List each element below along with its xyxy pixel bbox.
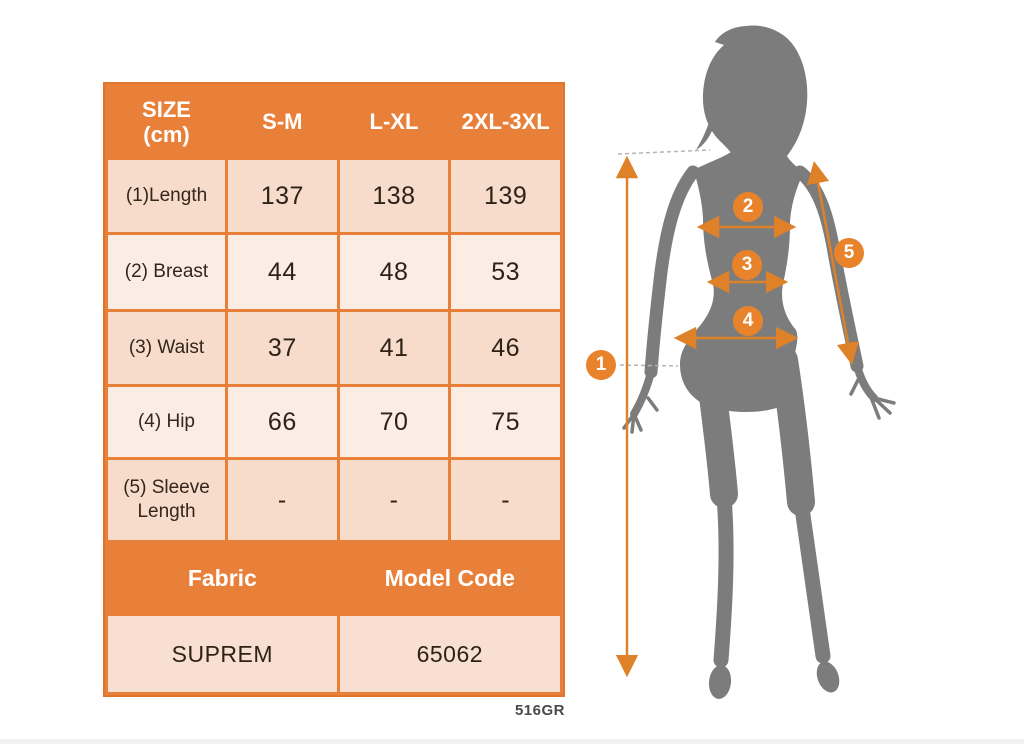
waist-value-sm: 37 [228, 312, 337, 384]
silhouette-left-foot [708, 665, 732, 699]
sleeve-value-2xl: - [451, 460, 560, 540]
row-label-hip: (4) Hip [108, 387, 225, 457]
length-value-2xl: 139 [451, 160, 560, 232]
size-chart-table: SIZE (cm) S-M L-XL 2XL-3XL (1)Length 137… [103, 82, 565, 697]
silhouette-hair-strand [696, 112, 716, 150]
column-header-2xl-3xl: 2XL-3XL [451, 87, 560, 157]
silhouette-right-foot [816, 661, 840, 693]
breast-value-2xl: 53 [451, 235, 560, 309]
fabric-header: Fabric [108, 543, 337, 613]
sleeve-value-lxl: - [339, 460, 449, 540]
size-unit-header: SIZE (cm) [108, 87, 225, 157]
sleeve-value-sm: - [228, 460, 337, 540]
female-silhouette [622, 25, 896, 699]
size-header-line2: (cm) [143, 122, 190, 147]
length-value-lxl: 138 [339, 160, 449, 232]
silhouette-head [702, 25, 808, 157]
female-silhouette-diagram [615, 25, 896, 699]
bottom-edge-strip [0, 739, 1024, 744]
row-label-breast: (2) Breast [108, 235, 225, 309]
measurement-badge-4: 4 [733, 306, 763, 336]
measurement-arrows [615, 155, 859, 678]
hip-value-lxl: 70 [339, 387, 449, 457]
measurement-badge-2: 2 [733, 192, 763, 222]
column-header-s-m: S-M [228, 87, 337, 157]
waist-value-lxl: 41 [339, 312, 449, 384]
column-header-l-xl: L-XL [339, 87, 449, 157]
measurement-badge-1: 1 [586, 350, 616, 380]
model-code-value: 65062 [339, 616, 560, 692]
measurement-badge-3: 3 [732, 250, 762, 280]
length-value-sm: 137 [228, 160, 337, 232]
model-code-header: Model Code [339, 543, 560, 613]
hip-value-sm: 66 [228, 387, 337, 457]
hip-value-2xl: 75 [451, 387, 560, 457]
fabric-value: SUPREM [108, 616, 337, 692]
hand-dashed-line [619, 364, 679, 367]
sleeve-arrow [807, 160, 859, 366]
breast-value-sm: 44 [228, 235, 337, 309]
size-header-line1: SIZE [142, 96, 191, 122]
shoulder-dashed-line [617, 149, 711, 155]
product-code-label: 516GR [514, 702, 565, 719]
breast-value-lxl: 48 [339, 235, 449, 309]
silhouette-legs [694, 344, 831, 668]
row-label-sleeve-length: (5) Sleeve Length [108, 460, 225, 540]
row-label-length: (1)Length [108, 160, 225, 232]
row-label-waist: (3) Waist [108, 312, 225, 384]
measurement-figure: 1 2 3 4 5 [560, 0, 1020, 744]
waist-value-2xl: 46 [451, 312, 560, 384]
measurement-badge-5: 5 [834, 238, 864, 268]
